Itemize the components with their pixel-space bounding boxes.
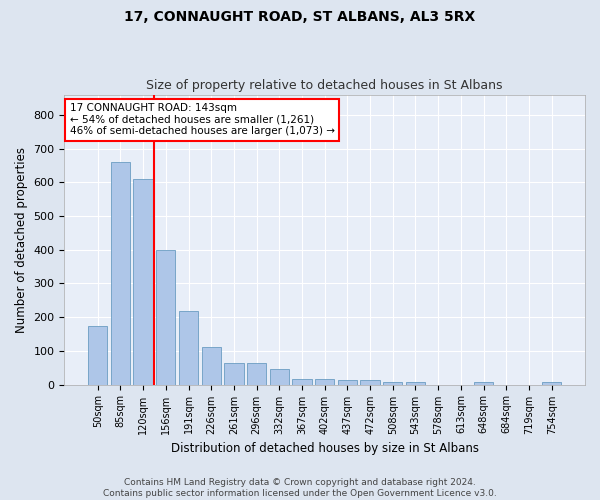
Text: 17, CONNAUGHT ROAD, ST ALBANS, AL3 5RX: 17, CONNAUGHT ROAD, ST ALBANS, AL3 5RX: [124, 10, 476, 24]
Bar: [88, 326, 107, 384]
Text: 17 CONNAUGHT ROAD: 143sqm
← 54% of detached houses are smaller (1,261)
46% of se: 17 CONNAUGHT ROAD: 143sqm ← 54% of detac…: [70, 104, 335, 136]
Bar: [361, 380, 380, 384]
Bar: [179, 311, 198, 384]
Bar: [315, 379, 334, 384]
Bar: [133, 179, 153, 384]
Bar: [224, 364, 244, 384]
Bar: [247, 364, 266, 384]
Bar: [202, 348, 221, 385]
X-axis label: Distribution of detached houses by size in St Albans: Distribution of detached houses by size …: [171, 442, 479, 455]
Bar: [383, 382, 403, 384]
Bar: [338, 380, 357, 384]
Bar: [542, 382, 562, 384]
Bar: [111, 162, 130, 384]
Text: Contains HM Land Registry data © Crown copyright and database right 2024.
Contai: Contains HM Land Registry data © Crown c…: [103, 478, 497, 498]
Bar: [292, 379, 311, 384]
Y-axis label: Number of detached properties: Number of detached properties: [15, 146, 28, 332]
Bar: [474, 382, 493, 384]
Bar: [156, 250, 175, 384]
Title: Size of property relative to detached houses in St Albans: Size of property relative to detached ho…: [146, 79, 503, 92]
Bar: [269, 370, 289, 384]
Bar: [406, 382, 425, 384]
